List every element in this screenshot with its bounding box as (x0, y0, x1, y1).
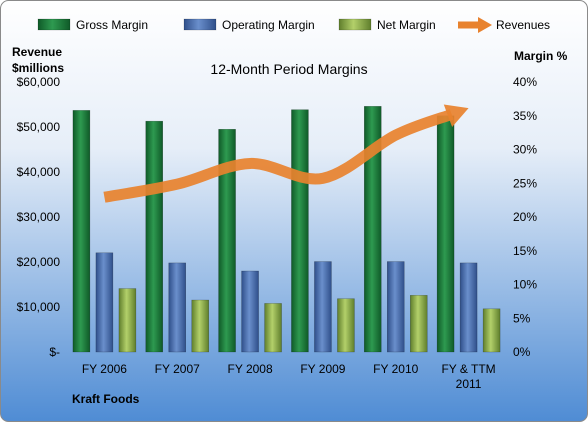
left-axis-title: Revenue $millions (12, 45, 65, 75)
left-tick-label: $- (49, 345, 60, 359)
legend-swatch (37, 18, 71, 31)
bar-net-margin (191, 299, 209, 353)
category-label: FY 2007 (155, 362, 200, 376)
right-tick-label: 0% (513, 345, 531, 359)
right-tick-label: 40% (513, 75, 537, 89)
bar-operating-margin (168, 262, 186, 353)
right-tick-label: 20% (513, 210, 537, 224)
legend-item-gross-margin: Gross Margin (37, 18, 148, 32)
category-label: FY 2006 (82, 362, 127, 376)
bar-net-margin (118, 288, 137, 353)
right-axis-title: Margin % (514, 49, 568, 63)
left-tick-label: $10,000 (17, 300, 61, 314)
right-tick-label: 35% (513, 109, 537, 123)
revenue-series (103, 104, 469, 203)
category-label: FY & TTM 2011 (441, 362, 495, 391)
legend-item-net-margin: Net Margin (338, 18, 436, 32)
revenue-line (103, 109, 454, 203)
left-tick-label: $30,000 (17, 210, 61, 224)
left-axis: $- $10,000 $20,000 $30,000 $40,000 $50,000 $60… (17, 75, 61, 359)
category-axis: FY 2006 FY 2007 FY 2008 FY 2009 FY 2010 FY & … (82, 362, 496, 391)
bar-net-margin (410, 295, 428, 353)
legend-label: Net Margin (377, 18, 436, 32)
legend-swatch-arrowhead (478, 17, 492, 33)
category-label: FY 2010 (373, 362, 418, 376)
bar-gross-margin (145, 120, 163, 353)
bar-gross-margin (364, 106, 382, 353)
revenue-arrowhead (443, 104, 469, 127)
bar-operating-margin (314, 261, 332, 353)
right-tick-label: 25% (513, 176, 537, 190)
bar-net-margin (337, 298, 355, 353)
right-tick-label: 15% (513, 244, 537, 258)
bar-gross-margin (291, 109, 309, 353)
category-label: FY 2009 (300, 362, 345, 376)
bar-operating-margin (241, 270, 259, 353)
legend-item-operating-margin: Operating Margin (183, 18, 315, 32)
legend-label: Gross Margin (76, 18, 148, 32)
chart-title: 12-Month Period Margins (210, 61, 367, 77)
left-tick-label: $40,000 (17, 165, 61, 179)
bar-operating-margin (459, 262, 478, 353)
bar-series (72, 106, 501, 353)
legend-swatch (183, 18, 217, 31)
bar-net-margin (482, 308, 501, 353)
left-axis-title-line-1: Revenue (12, 45, 62, 59)
right-axis: 0% 5% 10% 15% 20% 25% 30% 35% 40% (513, 75, 537, 359)
right-tick-label: 30% (513, 143, 537, 157)
left-tick-label: $50,000 (17, 120, 61, 134)
bar-operating-margin (387, 261, 405, 353)
legend-label: Operating Margin (222, 18, 315, 32)
legend-item-revenues: Revenues (458, 17, 550, 33)
legend: Gross Margin Operating Margin Net Margin Re… (37, 17, 550, 33)
legend-label: Revenues (496, 18, 550, 32)
left-tick-label: $20,000 (17, 255, 61, 269)
legend-swatch (338, 18, 372, 31)
bar-gross-margin (218, 129, 236, 353)
right-tick-label: 5% (513, 311, 531, 325)
category-label: FY 2008 (228, 362, 273, 376)
bar-gross-margin (436, 115, 455, 353)
bar-net-margin (264, 303, 282, 353)
footer-label: Kraft Foods (72, 392, 140, 406)
right-tick-label: 10% (513, 278, 537, 292)
left-axis-title-line-2: $millions (12, 61, 64, 75)
bar-gross-margin (72, 110, 91, 353)
bar-operating-margin (95, 252, 114, 353)
left-tick-label: $60,000 (17, 75, 61, 89)
